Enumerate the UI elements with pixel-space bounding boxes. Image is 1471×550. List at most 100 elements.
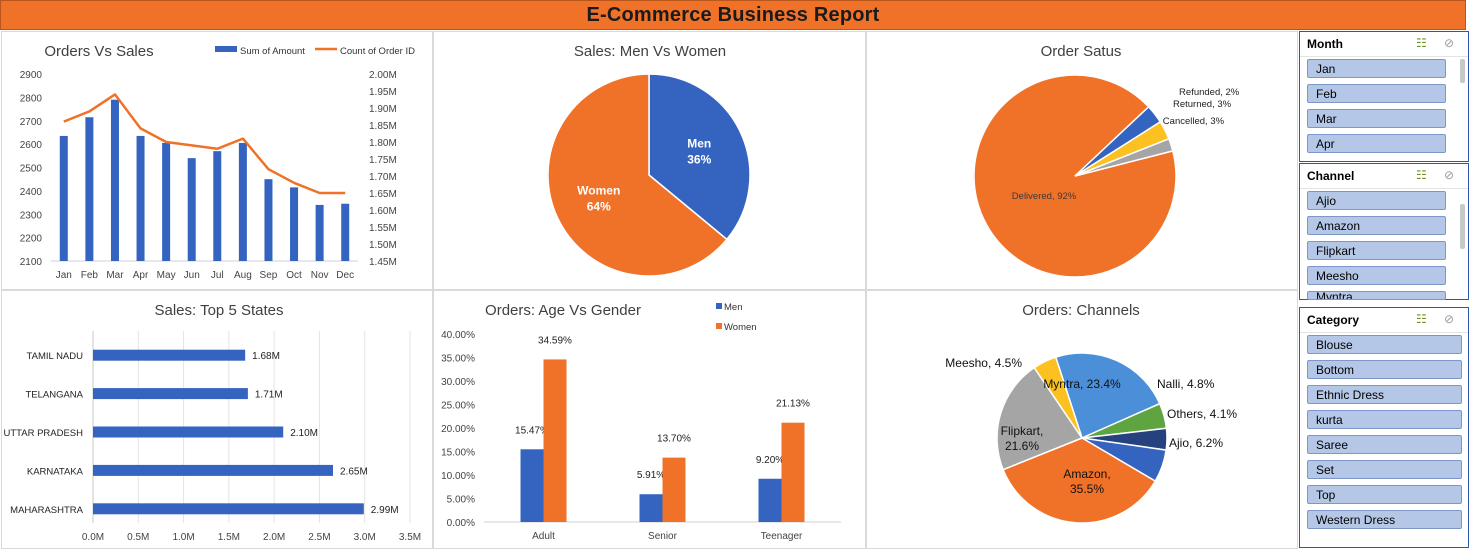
chart-title: Sales: Men Vs Women <box>574 43 726 60</box>
bar <box>758 478 782 522</box>
legend-swatch <box>716 303 722 309</box>
slicer-item-ethnic-dress[interactable]: Ethnic Dress <box>1307 385 1462 404</box>
left-tick-label: 2400 <box>20 187 43 198</box>
bar <box>543 359 567 522</box>
slicer-scrollbar[interactable] <box>1460 204 1465 249</box>
left-tick-label: 2700 <box>20 117 43 128</box>
x-tick-label: Adult <box>532 531 555 542</box>
data-label: 2.65M <box>340 466 368 477</box>
pie-slice <box>648 73 751 241</box>
slicer-scrollbar[interactable] <box>1460 59 1465 83</box>
slice-label: Women <box>577 184 620 198</box>
x-tick-label: Jan <box>56 270 72 281</box>
y-tick-label: 5.00% <box>447 495 475 506</box>
top-5-states-chart: Sales: Top 5 States 0.0M 0.5M 1.0M 1.5M 2.0M 2… <box>1 290 433 549</box>
x-tick-label: Jul <box>211 270 224 281</box>
legend-swatch <box>716 323 722 329</box>
slicer-item-bottom[interactable]: Bottom <box>1307 360 1462 379</box>
clear-filter-icon[interactable]: ⊘ <box>1444 36 1455 50</box>
slicer-item-apr[interactable]: Apr <box>1307 134 1446 153</box>
legend-label: Women <box>724 322 757 333</box>
x-tick-label: Dec <box>336 270 354 281</box>
slicer-item-jan[interactable]: Jan <box>1307 59 1446 78</box>
chart-title: Order Satus <box>1041 43 1122 60</box>
slice-label: Cancelled, 3% <box>1163 116 1225 127</box>
bar <box>264 179 273 261</box>
slicer-item-top[interactable]: Top <box>1307 485 1462 504</box>
data-label: 5.91% <box>637 470 665 481</box>
slicer-title: Month <box>1307 37 1343 51</box>
multi-select-icon[interactable]: ☷ <box>1416 36 1427 50</box>
slicer-header: Month ☷ ⊘ <box>1300 32 1468 57</box>
slice-label: Nalli, 4.8% <box>1157 377 1215 391</box>
x-tick-label: 1.5M <box>218 532 240 543</box>
y-tick-label: 25.00% <box>441 401 475 412</box>
legend-swatch <box>215 46 237 52</box>
slicer-item-western-dress[interactable]: Western Dress <box>1307 510 1462 529</box>
slice-label: Meesho, 4.5% <box>945 356 1022 370</box>
bar <box>238 142 247 261</box>
y-tick-label: 30.00% <box>441 377 475 388</box>
slicer-item-flipkart[interactable]: Flipkart <box>1307 241 1446 260</box>
slicer-item-myntra[interactable]: Myntra <box>1307 291 1446 300</box>
bar <box>315 204 324 261</box>
right-tick-label: 1.90M <box>369 104 397 115</box>
data-label: 1.68M <box>252 351 280 362</box>
multi-select-icon[interactable]: ☷ <box>1416 168 1427 182</box>
x-tick-label: 2.0M <box>263 532 285 543</box>
x-tick-label: 0.0M <box>82 532 104 543</box>
right-tick-label: 1.95M <box>369 87 397 98</box>
chart-title: Sales: Top 5 States <box>155 302 284 319</box>
slicer-item-saree[interactable]: Saree <box>1307 435 1462 454</box>
x-tick-label: Feb <box>81 270 99 281</box>
multi-select-icon[interactable]: ☷ <box>1416 312 1427 326</box>
clear-filter-icon[interactable]: ⊘ <box>1444 168 1455 182</box>
pie-slice <box>996 366 1084 471</box>
left-tick-label: 2200 <box>20 234 43 245</box>
y-tick-label: 0.00% <box>447 518 475 529</box>
report-banner: E-Commerce Business Report <box>0 0 1466 30</box>
slice-label: Men <box>687 136 711 150</box>
slice-label: Others, 4.1% <box>1167 407 1237 421</box>
left-tick-label: 2500 <box>20 164 43 175</box>
legend-label: Sum of Amount <box>240 46 305 57</box>
sales-men-women-chart: Sales: Men Vs Women Men 36% Women 64% <box>433 31 866 290</box>
slicer-item-kurta[interactable]: kurta <box>1307 410 1462 429</box>
slicer-item-mar[interactable]: Mar <box>1307 109 1446 128</box>
slicer-item-set[interactable]: Set <box>1307 460 1462 479</box>
slicer-item-blouse[interactable]: Blouse <box>1307 335 1462 354</box>
x-tick-label: Nov <box>311 270 329 281</box>
right-tick-label: 1.80M <box>369 138 397 149</box>
slice-label: 35.5% <box>1070 482 1104 496</box>
slice-value-label: 64% <box>587 200 611 214</box>
left-tick-label: 2300 <box>20 210 43 221</box>
y-tick-label: TELANGANA <box>25 390 83 401</box>
bar <box>93 349 246 361</box>
slice-label: Flipkart, <box>1001 424 1044 438</box>
slicer-header: Category ☷ ⊘ <box>1300 308 1468 333</box>
bar <box>59 135 68 261</box>
bar <box>93 503 364 515</box>
slicer-item-ajio[interactable]: Ajio <box>1307 191 1446 210</box>
slice-label: 21.6% <box>1005 439 1039 453</box>
x-tick-label: Sep <box>260 270 278 281</box>
slicer-item-feb[interactable]: Feb <box>1307 84 1446 103</box>
slicer-item-meesho[interactable]: Meesho <box>1307 266 1446 285</box>
x-tick-label: 3.5M <box>399 532 421 543</box>
legend-label: Count of Order ID <box>340 46 415 57</box>
report-title: E-Commerce Business Report <box>586 4 880 26</box>
x-tick-label: Mar <box>106 270 124 281</box>
x-tick-label: 2.5M <box>308 532 330 543</box>
orders-channels-chart: Orders: Channels Myntra, 23.4% Nalli, 4.8%… <box>866 290 1298 549</box>
slicer-item-amazon[interactable]: Amazon <box>1307 216 1446 235</box>
right-tick-label: 1.75M <box>369 155 397 166</box>
slice-label: Refunded, 2% <box>1179 87 1240 98</box>
bar <box>162 142 171 261</box>
y-tick-label: 35.00% <box>441 354 475 365</box>
right-tick-label: 1.70M <box>369 172 397 183</box>
slice-label: Returned, 3% <box>1173 99 1232 110</box>
right-tick-label: 1.60M <box>369 206 397 217</box>
clear-filter-icon[interactable]: ⊘ <box>1444 312 1455 326</box>
slice-label: Amazon, <box>1063 467 1110 481</box>
month-slicer: Month ☷ ⊘ Jan Feb Mar Apr <box>1299 31 1469 162</box>
